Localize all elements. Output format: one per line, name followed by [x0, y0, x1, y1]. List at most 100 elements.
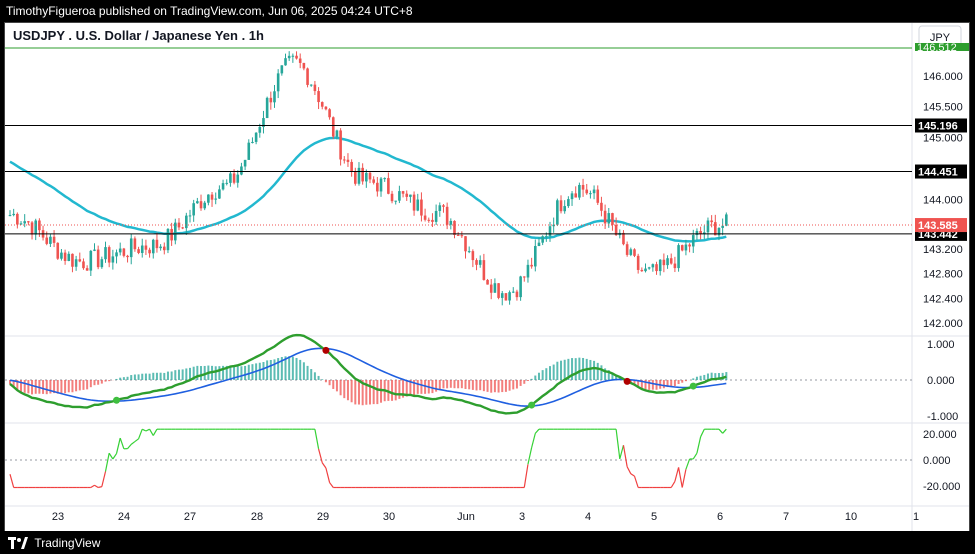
macd-histogram-bar	[336, 380, 338, 391]
macd-histogram-bar	[575, 358, 577, 380]
macd-tick-label: 0.000	[927, 375, 955, 387]
macd-histogram-bar	[108, 380, 110, 381]
macd-histogram-bar	[145, 374, 147, 380]
candle-body	[630, 249, 633, 255]
macd-histogram-bar	[538, 373, 540, 380]
osc-segment	[634, 476, 638, 487]
candle-body	[560, 200, 563, 211]
price-tick-label: 146.000	[923, 71, 963, 83]
candle-body	[681, 245, 684, 250]
candle-body	[648, 267, 651, 268]
candle-body	[563, 206, 566, 211]
macd-histogram-bar	[101, 380, 103, 384]
candle-body	[115, 252, 118, 256]
osc-segment	[679, 467, 683, 487]
chart-title: USDJPY . U.S. Dollar / Japanese Yen . 1h	[13, 28, 264, 43]
candle-body	[446, 207, 449, 225]
osc-segment	[326, 468, 330, 483]
macd-histogram-bar	[369, 380, 371, 404]
osc-segment	[697, 437, 701, 453]
candle-body	[236, 175, 239, 183]
candle-body	[240, 166, 243, 174]
macd-histogram-bar	[678, 380, 680, 384]
candle-body	[512, 292, 515, 293]
osc-segment	[627, 467, 631, 474]
macd-histogram-bar	[435, 380, 437, 392]
candle-body	[607, 213, 610, 223]
osc-segment	[719, 429, 723, 433]
candle-body	[725, 214, 728, 225]
candle-body	[413, 195, 416, 211]
candle-body	[247, 143, 250, 160]
candle-body	[336, 130, 339, 136]
candle-body	[134, 238, 137, 249]
candle-body	[369, 173, 372, 180]
macd-histogram-bar	[119, 378, 121, 380]
macd-histogram-bar	[512, 380, 514, 389]
macd-histogram-bar	[663, 380, 665, 388]
osc-segment	[631, 474, 635, 476]
candle-body	[633, 249, 636, 256]
candle-body	[383, 178, 386, 179]
candle-body	[244, 160, 247, 167]
macd-histogram-bar	[248, 365, 250, 380]
candle-body	[295, 56, 298, 59]
macd-histogram-bar	[90, 380, 92, 387]
price-axis[interactable]: 146.000145.500145.000144.000143.200142.8…	[923, 71, 963, 330]
candle-body	[530, 265, 533, 267]
osc-segment	[106, 453, 110, 471]
candle-body	[600, 203, 603, 211]
macd-cross-dot	[528, 402, 535, 409]
macd-histogram-bar	[288, 356, 290, 380]
candle-body	[123, 249, 126, 256]
macd-histogram-bar	[237, 366, 239, 380]
time-tick-label: 5	[651, 511, 657, 523]
candle-body	[541, 236, 544, 242]
macd-histogram-bar	[174, 370, 176, 380]
candle-body	[707, 220, 710, 232]
candle-body	[479, 260, 482, 265]
macd-histogram-bar	[127, 377, 129, 380]
macd-histogram-bar	[138, 374, 140, 380]
candle-body	[181, 227, 184, 228]
osc-segment	[113, 454, 117, 459]
candle-body	[637, 256, 640, 270]
candle-body	[670, 258, 673, 263]
moving-average-layer	[10, 138, 726, 242]
macd-histogram-bar	[340, 380, 342, 395]
macd-histogram-bar	[82, 380, 84, 390]
candle-body	[663, 260, 666, 265]
candle-body	[574, 193, 577, 197]
osc-segment	[322, 463, 326, 468]
osc-segment	[616, 429, 620, 459]
osc-segment	[535, 429, 539, 433]
candle-body	[64, 253, 67, 261]
candle-body	[593, 190, 596, 194]
macd-histogram-bar	[329, 380, 331, 385]
osc-segment	[532, 433, 536, 447]
candle-body	[258, 127, 261, 133]
macd-histogram-bar	[244, 366, 246, 380]
candle-body	[233, 173, 236, 182]
osc-segment	[675, 467, 679, 481]
macd-histogram-bar	[431, 380, 433, 393]
candle-body	[277, 73, 280, 91]
candle-body	[16, 214, 19, 225]
macd-histogram-bar	[700, 376, 702, 380]
macd-histogram-bar	[218, 366, 220, 380]
publisher-bar: TimothyFigueroa published on TradingView…	[0, 0, 975, 22]
macd-histogram-bar	[652, 380, 654, 390]
macd-histogram-bar	[542, 370, 544, 380]
osc-segment	[620, 445, 624, 459]
macd-histogram-bar	[130, 375, 132, 380]
candle-body	[358, 168, 361, 184]
osc-segment	[693, 453, 697, 459]
candle-body	[141, 246, 144, 253]
osc-segment	[524, 464, 528, 487]
candles-layer	[9, 51, 728, 305]
macd-cross-dot	[113, 397, 120, 404]
macd-histogram-bar	[160, 373, 162, 380]
